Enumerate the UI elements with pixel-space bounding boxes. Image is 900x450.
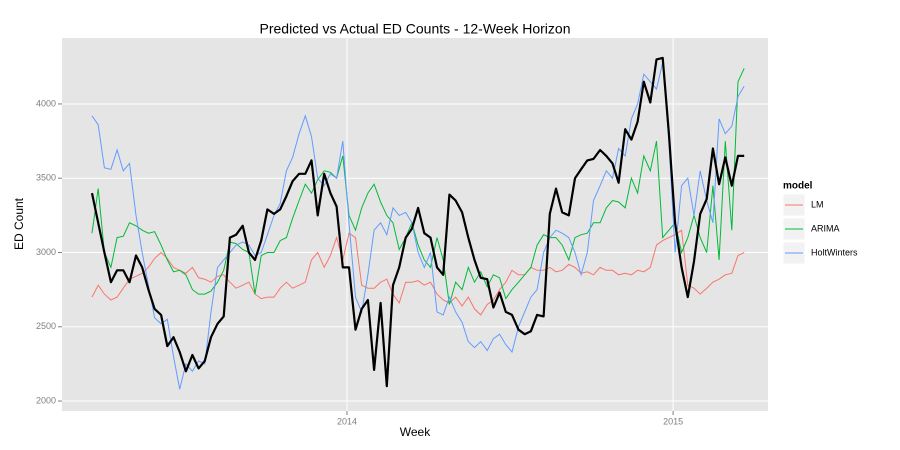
y-tick-label: 4000 — [36, 98, 56, 108]
legend-label: ARIMA — [811, 223, 840, 233]
series-line — [91, 229, 745, 316]
actual-line — [90, 56, 745, 388]
y-tick-label: 2500 — [36, 321, 56, 331]
legend-label: HoltWinters — [811, 247, 858, 257]
series-line — [91, 62, 745, 390]
y-tick-label: 3000 — [36, 247, 56, 257]
legend-title: model — [783, 181, 813, 192]
y-axis-label: ED Count — [12, 197, 26, 250]
y-tick-label: 3500 — [36, 173, 56, 183]
series-line — [91, 68, 745, 305]
legend-label: LM — [811, 199, 824, 209]
y-tick-label: 2000 — [36, 395, 56, 405]
x-tick-label: 2015 — [663, 416, 683, 426]
chart-title: Predicted vs Actual ED Counts - 12-Week … — [260, 21, 571, 37]
x-axis-label: Week — [400, 425, 431, 439]
x-tick-label: 2014 — [337, 416, 357, 426]
